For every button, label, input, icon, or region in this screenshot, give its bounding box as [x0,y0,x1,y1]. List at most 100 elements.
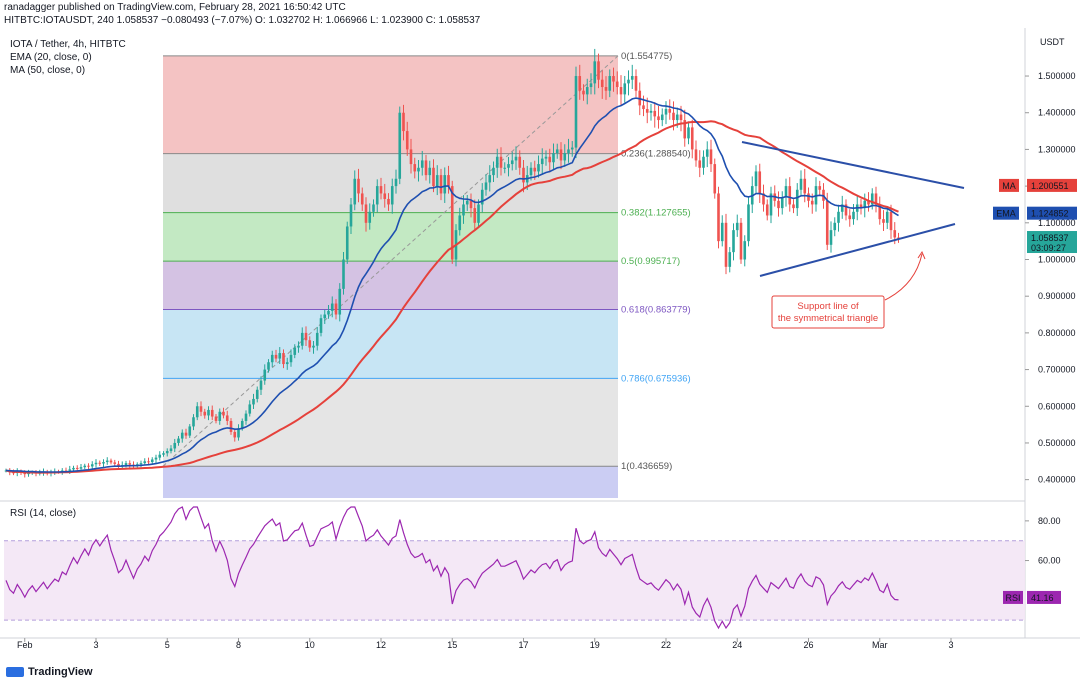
candle-body [507,164,510,168]
candle-body [387,198,390,205]
candle-body [319,318,323,333]
candle-body [518,156,522,168]
candle-body [282,353,285,365]
fib-label-0.618: 0.618(0.863779) [621,304,691,315]
candle-body [597,61,600,80]
candle-body [679,114,683,121]
candle-body [544,156,548,159]
legend-ema[interactable]: EMA (20, close, 0) [10,52,92,63]
currency-label: USDT [1040,37,1065,47]
candle-body [278,353,282,359]
candle-body [383,193,387,199]
candle-body [503,167,507,169]
candle-body [732,230,735,253]
candle-body [255,389,259,399]
candle-body [627,79,630,84]
candle-body [480,189,484,205]
candle-body [87,465,90,467]
candle-body [840,204,844,212]
annotation-box [771,295,885,329]
time-tick-label: 22 [661,640,671,650]
candle-body [263,369,267,381]
tradingview-logo-icon [6,667,24,677]
candle-body [27,473,30,475]
candle-body [844,204,848,216]
candle-body [162,453,165,455]
candle-body [248,404,252,414]
candle-body [788,186,792,205]
candle-body [724,222,728,267]
price-tick-label: 1.500000 [1038,71,1076,81]
candle-body [559,149,563,161]
candle-body [267,362,270,370]
candle-body [229,420,233,432]
candle-body [390,186,394,205]
ma-50-line [5,120,899,474]
candle-body [259,380,263,390]
rsi-badge-tag-text: RSI [1005,593,1020,603]
candle-body [143,461,147,464]
candle-body [739,222,743,260]
candle-body [83,465,87,468]
candle-body [683,120,687,139]
rsi-badge-value-text: 41.16 [1031,593,1054,603]
price-tick-label: 0.400000 [1038,475,1076,485]
candle-body [653,110,657,117]
ema-20-line [5,97,899,473]
candle-body [240,420,244,429]
candle-body [218,411,222,421]
publish-header: ranadagger published on TradingView.com,… [4,2,480,26]
candle-body [244,413,248,421]
candle-body [578,76,582,91]
badge-countdown-text: 03:09:27 [1031,243,1066,253]
candle-body [409,149,413,165]
legend-ma[interactable]: MA (50, close, 0) [10,65,86,76]
candlesticks [4,48,900,478]
rsi-tick-label: 60.00 [1038,556,1061,566]
candle-body [623,83,627,95]
badge-value-box [1027,231,1077,254]
candle-body [237,428,240,438]
candle-body [747,204,750,242]
candle-body [582,90,585,95]
time-tick-label: 10 [305,640,315,650]
candle-body [417,167,420,172]
candle-body [867,200,870,205]
tradingview-logo[interactable]: TradingView [6,666,93,678]
candle-body [147,461,150,463]
candle-body [705,149,709,157]
candle-body [207,409,210,416]
candle-body [807,193,810,201]
candle-body [117,463,120,466]
price-axis[interactable]: USDT1.5000001.4000001.3000001.2000001.10… [1025,37,1076,485]
candle-body [180,432,184,439]
candle-body [360,193,364,205]
candle-body [769,193,773,216]
candle-body [304,332,308,341]
candle-body [604,87,608,91]
candle-body [447,175,450,187]
candle-body [589,83,593,88]
resistance-trendline [741,141,965,189]
rsi-legend[interactable]: RSI (14, close) [10,508,77,519]
candle-body [109,460,113,463]
time-axis[interactable]: Feb 3 5 8 10 12 15 17 19 22 24 26 Mar 3 [17,638,954,650]
candle-body [68,469,72,471]
rsi-pane[interactable]: 80.00 60.00 [4,506,1061,630]
annotation-arrowhead [917,250,926,260]
candle-body [600,79,604,88]
legend-symbol[interactable]: IOTA / Tether, 4h, HITBTC [10,39,126,50]
candle-body [664,109,668,115]
badge-tag-text: MA [1002,181,1016,191]
candle-body [882,219,885,223]
candle-body [570,147,574,150]
candle-body [222,411,225,416]
candle-body [495,156,499,168]
candle-body [368,211,372,223]
candle-body [345,226,349,260]
badge-value-box [1027,178,1077,192]
fibonacci-retracement[interactable]: 0(1.554775) 0.236(1.288540) 0.382(1.127655… [162,51,691,498]
price-tick-label: 1.400000 [1038,108,1076,118]
